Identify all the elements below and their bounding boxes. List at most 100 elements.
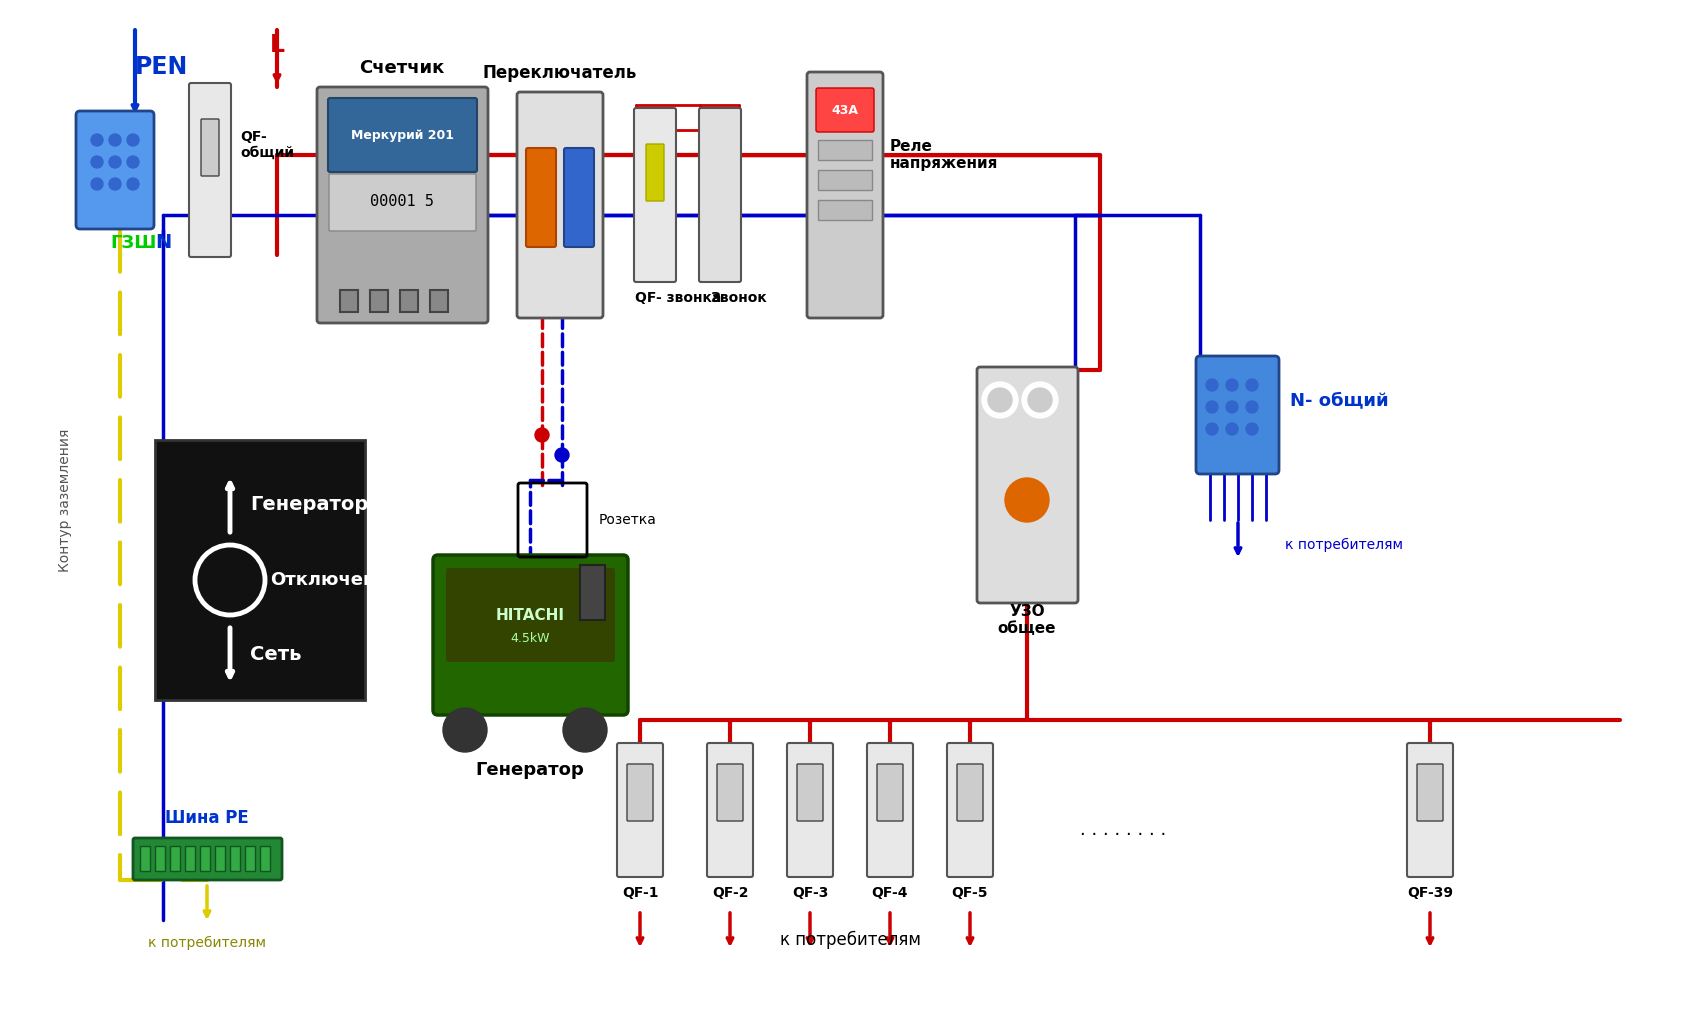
Text: к потребителям: к потребителям <box>148 936 266 950</box>
Circle shape <box>1023 382 1058 418</box>
Circle shape <box>987 388 1013 412</box>
FancyBboxPatch shape <box>876 764 903 821</box>
FancyBboxPatch shape <box>189 83 231 257</box>
Circle shape <box>1206 379 1218 391</box>
Bar <box>817 200 873 220</box>
Text: Сеть: Сеть <box>249 645 302 665</box>
FancyBboxPatch shape <box>807 72 883 318</box>
Text: L: L <box>270 33 285 57</box>
Circle shape <box>91 178 103 190</box>
Circle shape <box>563 708 607 752</box>
FancyBboxPatch shape <box>947 743 992 877</box>
Text: Контур заземления: Контур заземления <box>57 428 72 571</box>
FancyBboxPatch shape <box>329 98 477 172</box>
FancyBboxPatch shape <box>718 764 743 821</box>
Bar <box>371 290 388 312</box>
Bar <box>399 290 418 312</box>
Bar <box>817 170 873 190</box>
Circle shape <box>126 156 138 168</box>
FancyBboxPatch shape <box>977 367 1078 603</box>
Text: QF-3: QF-3 <box>792 886 829 900</box>
FancyBboxPatch shape <box>1417 764 1442 821</box>
FancyBboxPatch shape <box>133 838 281 880</box>
FancyBboxPatch shape <box>816 88 875 132</box>
Text: Шина PE: Шина PE <box>165 809 249 827</box>
FancyBboxPatch shape <box>797 764 822 821</box>
FancyBboxPatch shape <box>787 743 832 877</box>
FancyBboxPatch shape <box>76 111 153 229</box>
Text: Отключение: Отключение <box>270 571 401 589</box>
Circle shape <box>1227 423 1238 435</box>
Text: HITACHI: HITACHI <box>495 607 564 623</box>
Text: ГЗШ: ГЗШ <box>110 234 157 252</box>
FancyBboxPatch shape <box>433 555 629 715</box>
Text: QF-2: QF-2 <box>711 886 748 900</box>
Text: 4.5kW: 4.5kW <box>511 632 549 644</box>
FancyBboxPatch shape <box>526 148 556 247</box>
Circle shape <box>1206 401 1218 413</box>
Text: Розетка: Розетка <box>598 513 657 527</box>
FancyBboxPatch shape <box>317 87 489 323</box>
Text: Счетчик: Счетчик <box>359 59 445 77</box>
Bar <box>185 846 195 871</box>
FancyBboxPatch shape <box>868 743 913 877</box>
Bar <box>155 846 165 871</box>
FancyBboxPatch shape <box>699 108 741 282</box>
FancyBboxPatch shape <box>634 108 676 282</box>
Circle shape <box>126 178 138 190</box>
Circle shape <box>1245 379 1259 391</box>
Bar <box>340 290 357 312</box>
Bar <box>170 846 180 871</box>
Text: к потребителям: к потребителям <box>1286 538 1404 552</box>
Text: QF- звонка: QF- звонка <box>635 291 721 305</box>
Circle shape <box>536 428 549 442</box>
Circle shape <box>982 382 1018 418</box>
FancyBboxPatch shape <box>627 764 654 821</box>
Text: QF-5: QF-5 <box>952 886 987 900</box>
FancyBboxPatch shape <box>201 119 219 176</box>
Circle shape <box>110 178 121 190</box>
Bar <box>817 140 873 160</box>
FancyBboxPatch shape <box>617 743 662 877</box>
Circle shape <box>1245 401 1259 413</box>
Text: Генератор: Генератор <box>249 496 369 514</box>
FancyBboxPatch shape <box>957 764 982 821</box>
Bar <box>201 846 211 871</box>
Circle shape <box>554 449 570 462</box>
Text: УЗО
общее: УЗО общее <box>998 604 1056 636</box>
Text: Генератор: Генератор <box>475 761 585 779</box>
Text: 43A: 43A <box>831 103 858 117</box>
Bar <box>244 846 254 871</box>
Text: N- общий: N- общий <box>1291 391 1388 409</box>
FancyBboxPatch shape <box>329 174 475 231</box>
Circle shape <box>1227 379 1238 391</box>
Text: QF-4: QF-4 <box>871 886 908 900</box>
FancyBboxPatch shape <box>517 92 603 318</box>
Bar <box>140 846 150 871</box>
Text: Переключатель: Переключатель <box>484 63 637 82</box>
FancyBboxPatch shape <box>445 567 617 663</box>
Bar <box>229 846 239 871</box>
FancyBboxPatch shape <box>645 144 664 201</box>
Bar <box>216 846 226 871</box>
Circle shape <box>1245 423 1259 435</box>
Text: Звонок: Звонок <box>709 291 767 305</box>
Text: QF-
общий: QF- общий <box>239 130 293 160</box>
Circle shape <box>443 708 487 752</box>
Text: к потребителям: к потребителям <box>780 931 920 949</box>
Text: . . . . . . . .: . . . . . . . . <box>1080 821 1166 839</box>
Circle shape <box>1028 388 1051 412</box>
Circle shape <box>1227 401 1238 413</box>
Circle shape <box>91 156 103 168</box>
Circle shape <box>91 134 103 146</box>
Circle shape <box>1004 478 1050 522</box>
Bar <box>580 565 605 620</box>
Text: 00001 5: 00001 5 <box>371 195 435 210</box>
Text: Реле
напряжения: Реле напряжения <box>890 139 999 171</box>
Circle shape <box>1206 423 1218 435</box>
Circle shape <box>126 134 138 146</box>
Text: N: N <box>155 233 172 253</box>
Bar <box>155 440 366 700</box>
FancyBboxPatch shape <box>1196 356 1279 474</box>
Bar <box>430 290 448 312</box>
